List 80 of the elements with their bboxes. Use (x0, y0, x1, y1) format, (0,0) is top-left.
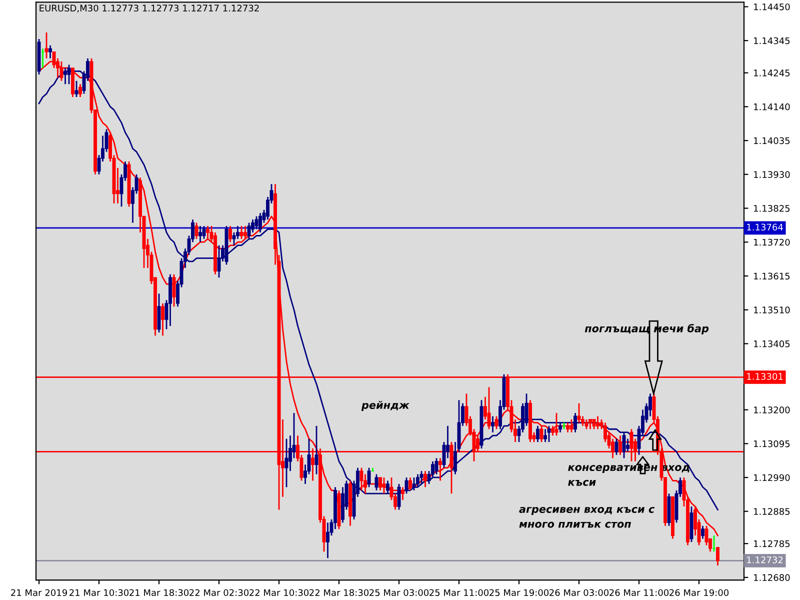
y-tick-label: 1.13095 (754, 440, 790, 448)
candlestick (566, 422, 570, 434)
candlestick (401, 486, 404, 501)
candlestick (367, 467, 371, 488)
candlestick (716, 546, 720, 566)
y-tick-label: 1.13720 (754, 238, 790, 246)
candlestick (206, 225, 210, 240)
candlestick (588, 418, 592, 430)
x-tick-label: 21 Mar 18:30 (130, 589, 189, 596)
candlestick (386, 480, 390, 494)
candlestick (378, 476, 382, 492)
annotation: агресивен вход къси с много плитък стоп (519, 506, 655, 528)
x-tick-label: 25 Mar 19:00 (490, 589, 549, 596)
candlestick (574, 412, 577, 434)
y-tick-label: 1.14140 (754, 103, 790, 110)
y-tick-label: 1.12785 (754, 540, 790, 548)
candlestick (547, 425, 551, 443)
candlestick (240, 225, 244, 240)
candlestick (258, 212, 262, 234)
candlestick (596, 416, 600, 430)
candlestick (554, 412, 558, 436)
x-tick-label: 25 Mar 11:00 (430, 589, 489, 596)
candlestick (48, 44, 52, 60)
x-tick-label: 22 Mar 02:30 (190, 589, 249, 596)
candlestick (584, 418, 588, 430)
ref-line-label: 1.13301 (747, 373, 783, 380)
candlestick (558, 422, 562, 434)
candlestick (491, 416, 494, 434)
candlestick (161, 302, 164, 336)
x-tick-label: 26 Mar 11:00 (610, 589, 669, 596)
x-tick-label: 22 Mar 10:30 (250, 589, 309, 596)
candlestick (408, 476, 412, 492)
y-tick-label: 1.13510 (754, 306, 790, 314)
candlestick (551, 425, 554, 436)
y-tick-label: 1.14450 (754, 3, 790, 10)
candlestick (704, 525, 708, 546)
candlestick (412, 476, 416, 492)
x-tick-label: 21 Mar 2019 (11, 589, 67, 596)
candlestick (592, 418, 596, 430)
y-tick-label: 1.14035 (754, 137, 790, 144)
ref-line-label: 1.13764 (747, 224, 783, 231)
candlestick (626, 438, 630, 452)
candlestick (570, 418, 574, 434)
y-tick-label: 1.14245 (754, 70, 790, 76)
candlestick (382, 476, 386, 494)
annotation: рейндж (361, 400, 410, 411)
candlestick (424, 470, 427, 488)
ref-line-label: 1.12732 (747, 556, 783, 564)
y-tick-label: 1.12885 (754, 508, 790, 515)
y-tick-label: 1.13930 (754, 171, 790, 178)
x-tick-label: 26 Mar 19:00 (670, 589, 729, 596)
y-tick-label: 1.13200 (754, 406, 790, 414)
candlestick (228, 225, 232, 243)
x-tick-label: 25 Mar 03:00 (370, 589, 429, 596)
candlestick (701, 525, 704, 540)
candlestick (416, 474, 420, 488)
candlestick (198, 225, 202, 243)
candlestick (494, 416, 498, 430)
candlestick (326, 522, 330, 559)
candlestick (74, 80, 78, 98)
candlestick (44, 32, 48, 60)
y-tick-label: 1.13405 (754, 340, 790, 348)
candlestick (487, 386, 491, 430)
x-tick-label: 26 Mar 03:00 (550, 589, 609, 596)
y-tick-label: 1.12990 (754, 474, 790, 482)
y-tick-label: 1.12680 (754, 574, 790, 581)
candlestick (544, 428, 547, 443)
candlestick (536, 425, 540, 443)
chart-title: EURUSD,M30 1.12773 1.12773 1.12717 1.12732 (40, 4, 259, 12)
x-tick-label: 21 Mar 10:30 (70, 589, 129, 596)
y-tick-label: 1.13825 (754, 204, 790, 212)
candlestick (420, 470, 424, 485)
candlestick (438, 457, 442, 482)
candlestick (577, 402, 581, 424)
x-tick-label: 22 Mar 18:30 (310, 589, 369, 596)
candlestick (78, 83, 82, 98)
y-tick-label: 1.14345 (754, 37, 790, 44)
y-tick-label: 1.13615 (754, 272, 790, 280)
candlestick (254, 216, 258, 230)
candlestick (244, 225, 247, 240)
